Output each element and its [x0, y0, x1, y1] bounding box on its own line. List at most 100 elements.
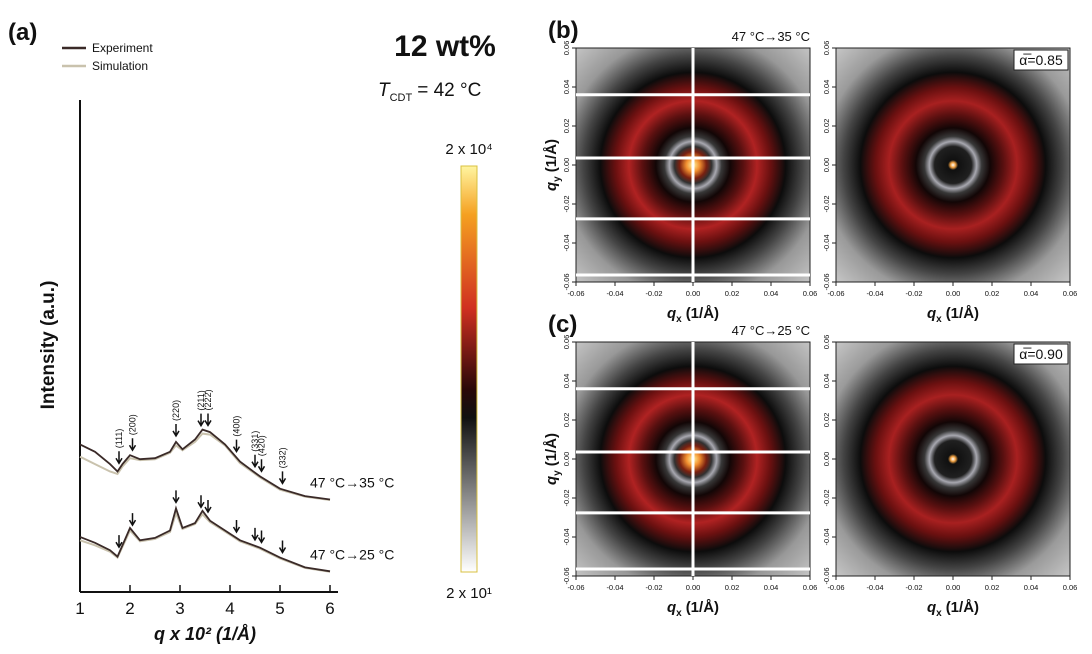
- y-axis-label: qy (1/Å): [543, 139, 563, 191]
- axis-symbol: q: [543, 476, 560, 485]
- x-tick-label: -0.06: [827, 289, 844, 298]
- axis-unit: (1/Å): [543, 433, 560, 466]
- curve-label: 47 °C→25 °C: [310, 546, 394, 562]
- x-tick-label: -0.06: [827, 583, 844, 592]
- peak-label: (200): [128, 414, 138, 435]
- y-tick-label: 0.06: [562, 335, 571, 350]
- peak-arrow: [172, 490, 180, 504]
- x-tick-label: 6: [325, 599, 334, 618]
- axis-unit: (1/Å): [946, 599, 979, 616]
- y-tick-label: -0.02: [562, 195, 571, 212]
- y-tick-label: 0.00: [822, 158, 831, 173]
- tcdt: TCDT = 42 °C: [378, 80, 481, 104]
- legend-label: Simulation: [92, 59, 148, 73]
- axis-symbol: q: [543, 182, 560, 191]
- y-tick-label: -0.06: [822, 567, 831, 584]
- x-tick-label: 1: [75, 599, 84, 618]
- panel-title: 47 °C→25 °C: [732, 323, 810, 338]
- x-tick-label: 0.06: [1063, 583, 1078, 592]
- experiment-curve: [79, 428, 331, 501]
- peak-arrow: [251, 527, 259, 542]
- x-tick-label: -0.02: [905, 289, 922, 298]
- x-tick-label: 0.02: [725, 289, 740, 298]
- x-tick-label: 4: [225, 599, 234, 618]
- y-tick-label: 0.00: [562, 158, 571, 173]
- peak-label: (222): [203, 389, 213, 410]
- peak-label: (111): [114, 429, 124, 449]
- peak-label: (331): [250, 431, 260, 452]
- x-tick-label: 0.02: [725, 583, 740, 592]
- axis-subscript: x: [936, 608, 942, 619]
- axis-unit: (1/Å): [543, 139, 560, 172]
- peak-label: (220): [171, 400, 181, 421]
- peak-arrow: [257, 459, 266, 473]
- y-tick-label: 0.06: [562, 41, 571, 56]
- legend-label: Experiment: [92, 41, 153, 55]
- axis-symbol: q: [927, 305, 936, 322]
- panel-label: (b): [548, 17, 579, 44]
- axis-unit: (1/Å): [946, 305, 979, 322]
- peak-arrow: [251, 454, 259, 469]
- x-tick-label: -0.04: [866, 289, 883, 298]
- y-tick-label: 0.06: [822, 41, 831, 56]
- x-tick-label: -0.04: [866, 583, 883, 592]
- x-tick-label: 0.06: [803, 289, 818, 298]
- colorbar: [460, 165, 478, 573]
- alpha-box: [1013, 49, 1069, 71]
- x-tick-label: 0.06: [803, 583, 818, 592]
- peak-arrow: [278, 540, 287, 555]
- x-tick-label: 0.00: [686, 289, 701, 298]
- x-tick-label: 2: [125, 599, 134, 618]
- peak-arrow: [115, 535, 123, 549]
- x-tick-label: -0.02: [645, 583, 662, 592]
- saxs-image: [835, 47, 1071, 283]
- colorbar-max: 2 x 10⁴: [445, 141, 492, 158]
- peak-arrow: [204, 413, 212, 427]
- y-tick-label: -0.06: [562, 273, 571, 290]
- x-axis-label: qx (1/Å): [667, 599, 719, 619]
- saxs-image: [835, 341, 1071, 577]
- y-tick-label: 0.02: [822, 119, 831, 134]
- y-axis-label: qy (1/Å): [543, 433, 563, 485]
- y-tick-label: -0.06: [562, 567, 571, 584]
- panel-title: 47 °C→35 °C: [732, 29, 810, 44]
- y-tick-label: 0.00: [822, 452, 831, 467]
- y-tick-label: 0.04: [822, 374, 831, 389]
- x-tick-label: 0.00: [686, 583, 701, 592]
- alpha-box: [1013, 343, 1069, 365]
- y-tick-label: -0.02: [562, 489, 571, 506]
- x-tick-label: 3: [175, 599, 184, 618]
- peak-arrow: [197, 495, 205, 509]
- axis-subscript: x: [936, 314, 942, 325]
- x-tick-label: 0.04: [764, 289, 779, 298]
- y-tick-label: 0.00: [562, 452, 571, 467]
- x-tick-label: 0.06: [1063, 289, 1078, 298]
- colorbar-min: 2 x 10¹: [446, 585, 492, 602]
- axis-subscript: y: [552, 470, 563, 476]
- y-tick-label: -0.04: [562, 234, 571, 251]
- axis-subscript: x: [676, 608, 682, 619]
- y-tick-label: 0.06: [822, 335, 831, 350]
- curve-label: 47 °C→35 °C: [310, 475, 394, 491]
- axis-symbol: q: [927, 599, 936, 616]
- y-tick-label: -0.04: [822, 528, 831, 545]
- x-tick-label: 0.02: [985, 289, 1000, 298]
- peak-arrow: [172, 423, 180, 438]
- y-axis-label: Intensity (a.u.): [38, 281, 59, 410]
- y-tick-label: -0.02: [822, 195, 831, 212]
- peak-arrow: [257, 530, 266, 544]
- sample-title: 12 wt%: [394, 30, 496, 63]
- y-tick-label: 0.04: [822, 80, 831, 95]
- y-tick-label: -0.06: [822, 273, 831, 290]
- y-tick-label: 0.04: [562, 374, 571, 389]
- x-tick-label: -0.06: [567, 289, 584, 298]
- x-axis-label: q x 10² (1/Å): [154, 624, 256, 644]
- peak-label: (420): [257, 435, 267, 456]
- axis-unit: (1/Å): [686, 305, 719, 322]
- alpha-label: α̅=0.85: [1019, 52, 1063, 68]
- x-tick-label: -0.04: [606, 583, 623, 592]
- x-tick-label: 0.04: [1024, 289, 1039, 298]
- x-tick-label: 0.04: [1024, 583, 1039, 592]
- peak-arrow: [197, 413, 205, 428]
- peak-arrow: [115, 451, 123, 465]
